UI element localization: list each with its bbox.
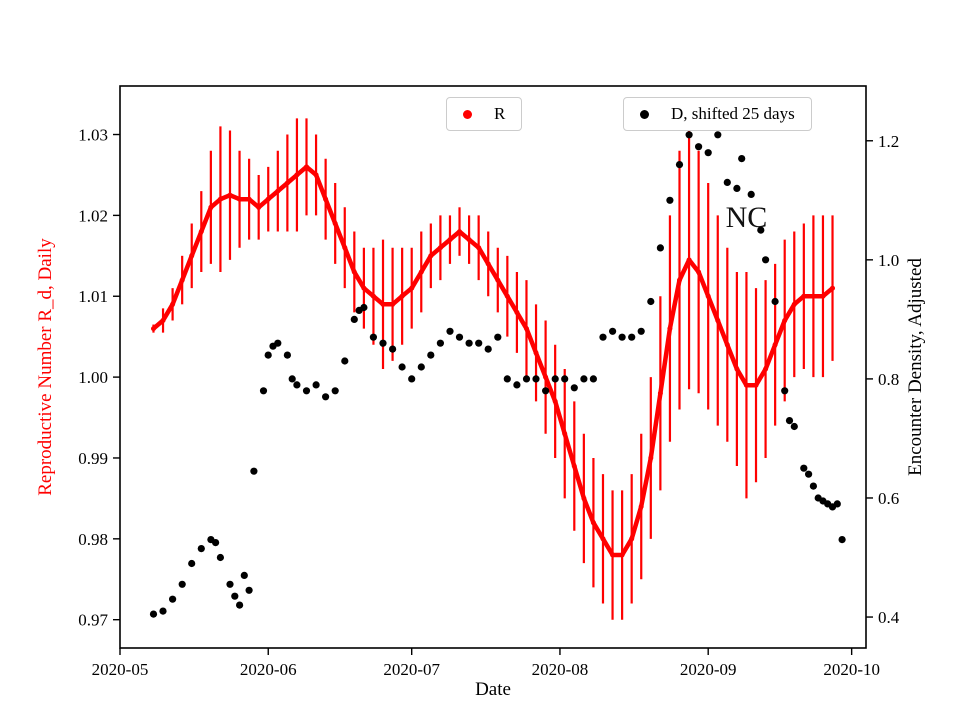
scatter-R [151, 164, 835, 558]
right-axis-ticks: 0.4 0.6 0.8 1.0 1.2 [866, 132, 900, 627]
svg-text:2020-07: 2020-07 [383, 660, 440, 679]
legend-D: D, shifted 25 days [623, 97, 812, 131]
left-axis-ticks: 0.97 0.98 0.99 1.00 1.01 1.02 1.03 [78, 126, 120, 630]
svg-text:2020-06: 2020-06 [240, 660, 297, 679]
legend-marker-D-icon [640, 109, 649, 119]
svg-text:2020-10: 2020-10 [823, 660, 880, 679]
x-axis-ticks: 2020-05 2020-06 2020-07 2020-08 2020-09 2020-… [92, 648, 880, 679]
svg-text:2020-05: 2020-05 [92, 660, 149, 679]
svg-text:0.6: 0.6 [878, 489, 899, 508]
svg-text:1.01: 1.01 [78, 287, 108, 306]
scatter-D [149, 131, 846, 618]
legend-R: R [446, 97, 523, 131]
svg-text:1.00: 1.00 [78, 368, 108, 387]
svg-text:1.03: 1.03 [78, 126, 108, 145]
svg-text:2020-08: 2020-08 [532, 660, 589, 679]
annotation-nc: NC [725, 201, 768, 235]
svg-text:0.4: 0.4 [878, 608, 900, 627]
error-bars-R [152, 118, 834, 620]
x-axis-label: Date [475, 679, 511, 700]
svg-text:0.98: 0.98 [78, 530, 108, 549]
legend-marker-R-icon [463, 109, 472, 119]
left-axis-label: Reproductive Number R_d, Daily [35, 238, 56, 496]
svg-text:1.2: 1.2 [878, 132, 899, 151]
axes-frame [119, 85, 867, 649]
svg-text:0.97: 0.97 [78, 611, 108, 630]
svg-text:0.8: 0.8 [878, 370, 899, 389]
right-axis-label: Encounter Density, Adjusted [905, 258, 926, 476]
svg-text:0.99: 0.99 [78, 449, 108, 468]
legend-label-R: R [494, 104, 506, 123]
legend-label-D: D, shifted 25 days [671, 104, 795, 123]
svg-text:2020-09: 2020-09 [680, 660, 737, 679]
svg-text:1.02: 1.02 [78, 206, 108, 225]
svg-text:1.0: 1.0 [878, 251, 899, 270]
